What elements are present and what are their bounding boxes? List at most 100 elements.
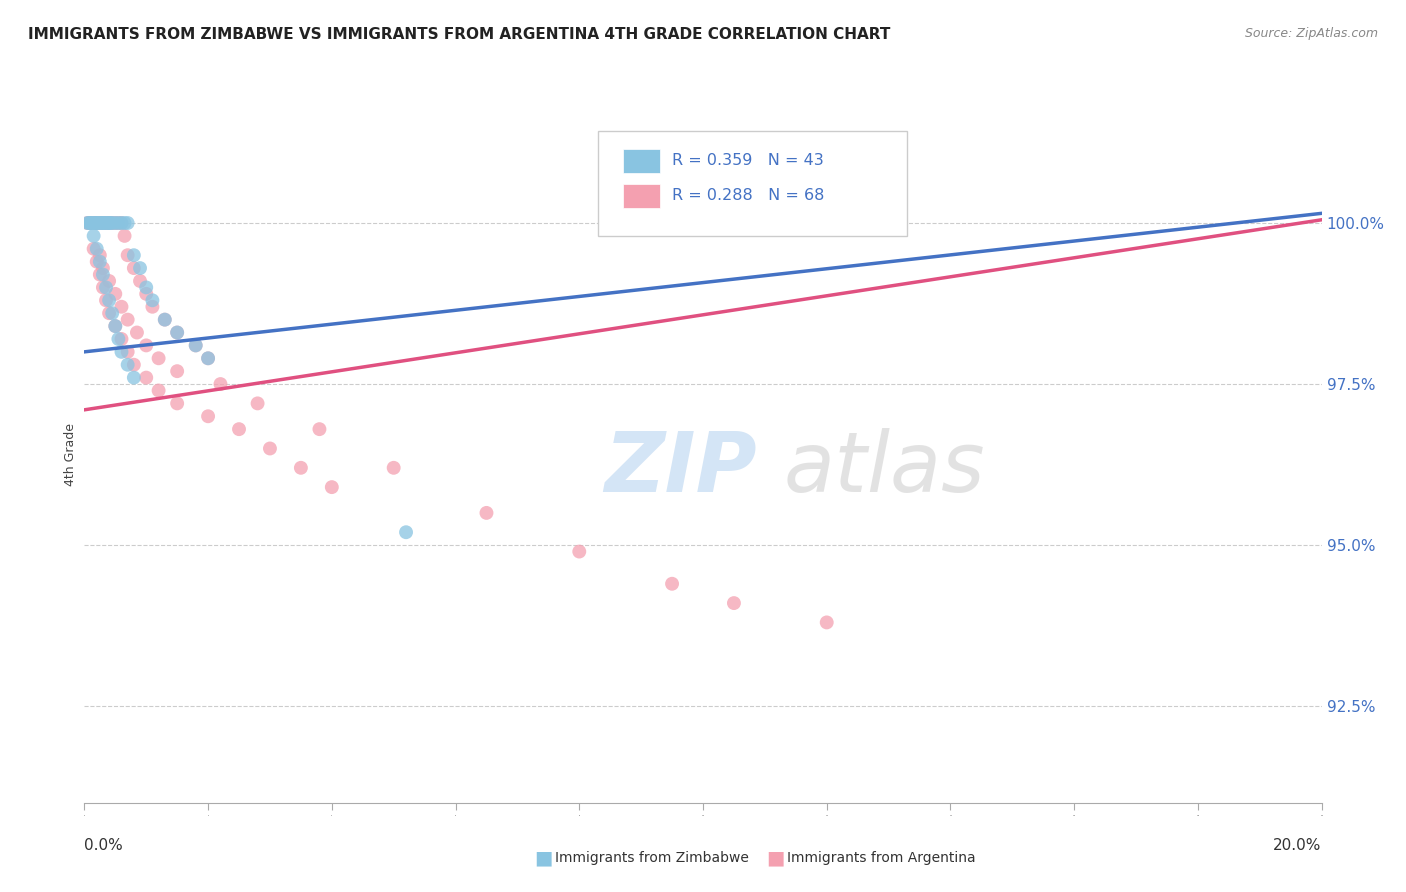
- Text: R = 0.288   N = 68: R = 0.288 N = 68: [672, 188, 824, 202]
- Point: [568, 544, 591, 558]
- Text: Source: ZipAtlas.com: Source: ZipAtlas.com: [1244, 27, 1378, 40]
- Text: ■: ■: [534, 848, 553, 868]
- Point: [83, 242, 105, 256]
- Text: ■: ■: [766, 848, 785, 868]
- Point: [723, 596, 745, 610]
- Point: [197, 351, 219, 366]
- Point: [153, 312, 176, 326]
- Point: [86, 242, 108, 256]
- Point: [117, 248, 139, 262]
- Point: [89, 254, 111, 268]
- Text: atlas: atlas: [783, 428, 986, 509]
- Point: [89, 248, 111, 262]
- Point: [91, 261, 114, 276]
- Point: [117, 216, 139, 230]
- Point: [98, 306, 121, 320]
- Point: [91, 216, 114, 230]
- Point: [101, 216, 124, 230]
- Point: [209, 377, 232, 392]
- Point: [97, 216, 120, 230]
- Bar: [623, 149, 659, 173]
- Point: [97, 216, 120, 230]
- Y-axis label: 4th Grade: 4th Grade: [65, 424, 77, 486]
- Point: [91, 268, 114, 282]
- Point: [101, 216, 124, 230]
- Point: [98, 274, 121, 288]
- Point: [382, 460, 405, 475]
- Point: [84, 216, 107, 230]
- Point: [83, 216, 105, 230]
- Point: [94, 293, 117, 308]
- Point: [104, 216, 127, 230]
- Point: [91, 216, 114, 230]
- Point: [93, 216, 115, 230]
- Text: Immigrants from Argentina: Immigrants from Argentina: [787, 851, 976, 865]
- Text: 0.0%: 0.0%: [84, 838, 124, 854]
- Point: [129, 261, 152, 276]
- Point: [135, 280, 157, 294]
- Point: [110, 216, 132, 230]
- Point: [86, 254, 108, 268]
- Point: [197, 409, 219, 424]
- Point: [80, 216, 103, 230]
- Point: [117, 344, 139, 359]
- Point: [94, 216, 117, 230]
- Point: [84, 216, 107, 230]
- Point: [197, 351, 219, 366]
- Point: [110, 300, 132, 314]
- Point: [89, 268, 111, 282]
- Point: [122, 248, 145, 262]
- Point: [110, 344, 132, 359]
- Point: [104, 319, 127, 334]
- Point: [107, 216, 129, 230]
- Point: [104, 319, 127, 334]
- Point: [76, 216, 98, 230]
- Point: [114, 216, 136, 230]
- Point: [79, 216, 101, 230]
- Point: [129, 274, 152, 288]
- Point: [122, 358, 145, 372]
- Point: [98, 216, 121, 230]
- Point: [104, 216, 127, 230]
- Point: [148, 384, 170, 398]
- Point: [79, 216, 101, 230]
- Point: [98, 216, 121, 230]
- Point: [101, 306, 124, 320]
- Point: [166, 364, 188, 378]
- Point: [141, 300, 163, 314]
- Point: [86, 216, 108, 230]
- Point: [104, 286, 127, 301]
- Point: [98, 293, 121, 308]
- Text: ZIP: ZIP: [605, 428, 756, 509]
- FancyBboxPatch shape: [598, 131, 907, 235]
- Text: 20.0%: 20.0%: [1274, 838, 1322, 854]
- Point: [148, 351, 170, 366]
- Bar: [623, 184, 659, 208]
- Point: [661, 576, 683, 591]
- Point: [86, 216, 108, 230]
- Point: [98, 216, 121, 230]
- Point: [110, 332, 132, 346]
- Point: [184, 338, 207, 352]
- Point: [83, 216, 105, 230]
- Point: [395, 525, 418, 540]
- Point: [475, 506, 498, 520]
- Point: [125, 326, 148, 340]
- Point: [135, 286, 157, 301]
- Point: [166, 396, 188, 410]
- Point: [87, 216, 110, 230]
- Point: [98, 216, 121, 230]
- Point: [246, 396, 269, 410]
- Text: Immigrants from Zimbabwe: Immigrants from Zimbabwe: [555, 851, 749, 865]
- Point: [89, 216, 111, 230]
- Point: [90, 216, 112, 230]
- Point: [114, 228, 136, 243]
- Point: [308, 422, 330, 436]
- Point: [290, 460, 312, 475]
- Point: [107, 332, 129, 346]
- Point: [135, 370, 157, 384]
- Text: IMMIGRANTS FROM ZIMBABWE VS IMMIGRANTS FROM ARGENTINA 4TH GRADE CORRELATION CHAR: IMMIGRANTS FROM ZIMBABWE VS IMMIGRANTS F…: [28, 27, 890, 42]
- Point: [91, 280, 114, 294]
- Point: [117, 312, 139, 326]
- Point: [79, 216, 101, 230]
